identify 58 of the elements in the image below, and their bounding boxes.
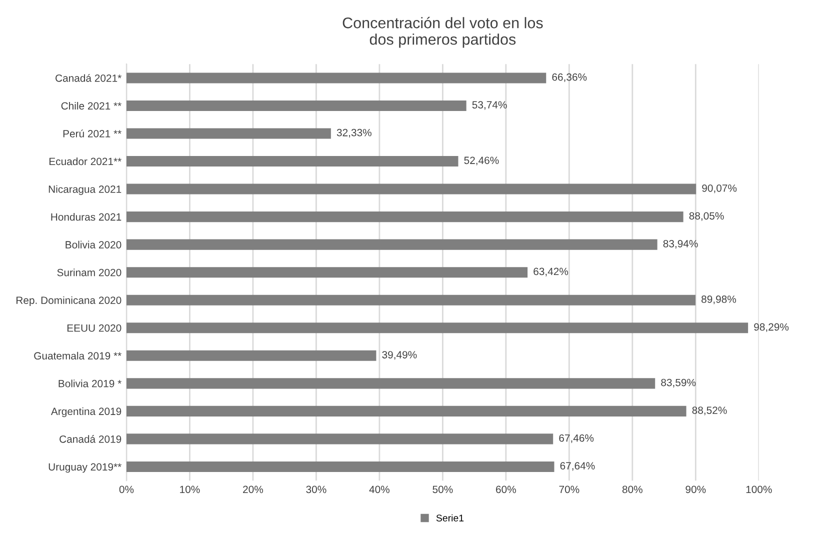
x-tick-label: 10% [180, 486, 200, 494]
x-tick-label: 80% [622, 486, 642, 494]
data-label: 39,49% [382, 351, 417, 360]
y-tick-label: Canadá 2021* [56, 74, 122, 82]
y-tick-label: Honduras 2021 [51, 213, 122, 221]
y-tick-label: Rep. Dominicana 2020 [16, 296, 122, 306]
y-tick-label: Bolivia 2020 [66, 240, 122, 248]
x-tick-label: 40% [369, 486, 390, 494]
x-tick-label: 30% [306, 486, 326, 494]
y-tick-label: Guatemala 2019 ** [34, 352, 122, 360]
bar [126, 322, 748, 334]
bar [126, 100, 466, 112]
bar [126, 184, 696, 194]
bar [126, 406, 686, 416]
bar [126, 350, 376, 361]
bar [126, 461, 554, 472]
y-tick-label: Surinam 2020 [57, 268, 122, 276]
x-tick-label: 0% [119, 486, 134, 494]
bar [126, 378, 656, 389]
chart-title: Concentración del voto en los dos primeros partidos [342, 16, 543, 48]
bar [126, 156, 458, 167]
bar [126, 294, 696, 306]
bar [126, 267, 528, 278]
x-tick-label: 60% [496, 486, 516, 494]
data-label: 67,64% [560, 462, 595, 471]
x-tick-label: 70% [559, 486, 580, 494]
data-label: 52,46% [464, 156, 499, 166]
data-label: 83,59% [661, 378, 696, 388]
legend-label: Serie1 [436, 514, 464, 522]
x-tick-label: 100% [746, 486, 772, 494]
data-label: 67,46% [559, 434, 594, 443]
y-tick-label: Nicaragua 2021 [48, 185, 122, 195]
data-label: 88,52% [692, 406, 727, 416]
y-tick-label: Argentina 2019 [50, 407, 122, 418]
data-label: 89,98% [702, 296, 736, 304]
data-label: 63,42% [534, 268, 568, 276]
y-tick-label: Chile 2021 ** [61, 102, 122, 110]
x-tick-label: 90% [686, 486, 706, 494]
data-label: 90,07% [702, 184, 737, 194]
x-tick-label: 20% [243, 486, 264, 494]
bar [126, 72, 546, 84]
y-tick-label: Uruguay 2019** [48, 463, 122, 473]
y-tick-label: Bolivia 2019 * [58, 380, 122, 388]
y-tick-label: Perú 2021 ** [63, 130, 122, 138]
bar [126, 434, 554, 444]
y-tick-label: Canadá 2019 [60, 435, 122, 443]
bar [126, 239, 658, 250]
data-label: 32,33% [336, 128, 372, 138]
x-tick-label: 50% [432, 486, 453, 494]
data-label: 88,05% [689, 212, 724, 221]
data-label: 98,29% [754, 323, 789, 332]
data-label: 66,36% [552, 73, 587, 82]
data-label: 53,74% [472, 101, 507, 110]
bar [126, 128, 331, 139]
data-label: 83,94% [663, 240, 698, 249]
y-tick-label: Ecuador 2021** [50, 157, 122, 166]
y-tick-label: EEUU 2020 [67, 324, 122, 332]
bar [126, 212, 684, 222]
